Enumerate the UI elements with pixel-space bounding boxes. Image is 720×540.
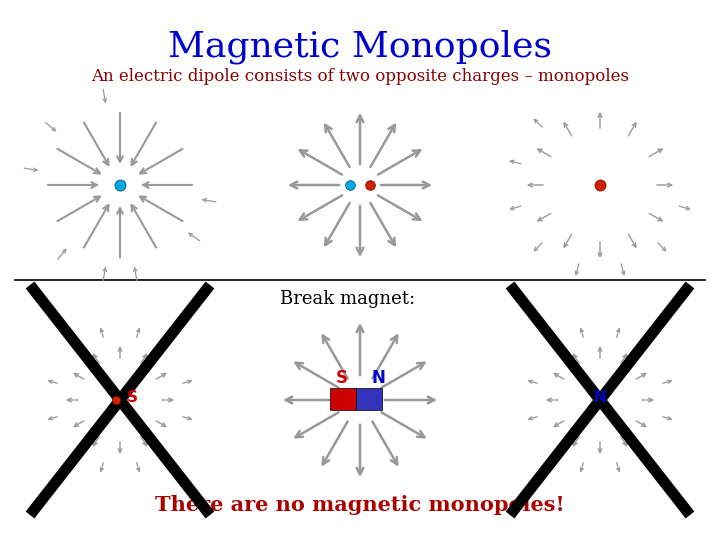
Text: There are no magnetic monopoles!: There are no magnetic monopoles! (156, 495, 564, 515)
Text: Magnetic Monopoles: Magnetic Monopoles (168, 30, 552, 64)
Text: S: S (336, 369, 348, 387)
Text: S: S (127, 390, 138, 406)
Text: N: N (593, 390, 606, 406)
Text: N: N (371, 369, 385, 387)
Bar (356, 388, 382, 410)
Text: Break magnet:: Break magnet: (280, 290, 415, 308)
Text: An electric dipole consists of two opposite charges – monopoles: An electric dipole consists of two oppos… (91, 68, 629, 85)
Bar (330, 388, 356, 410)
